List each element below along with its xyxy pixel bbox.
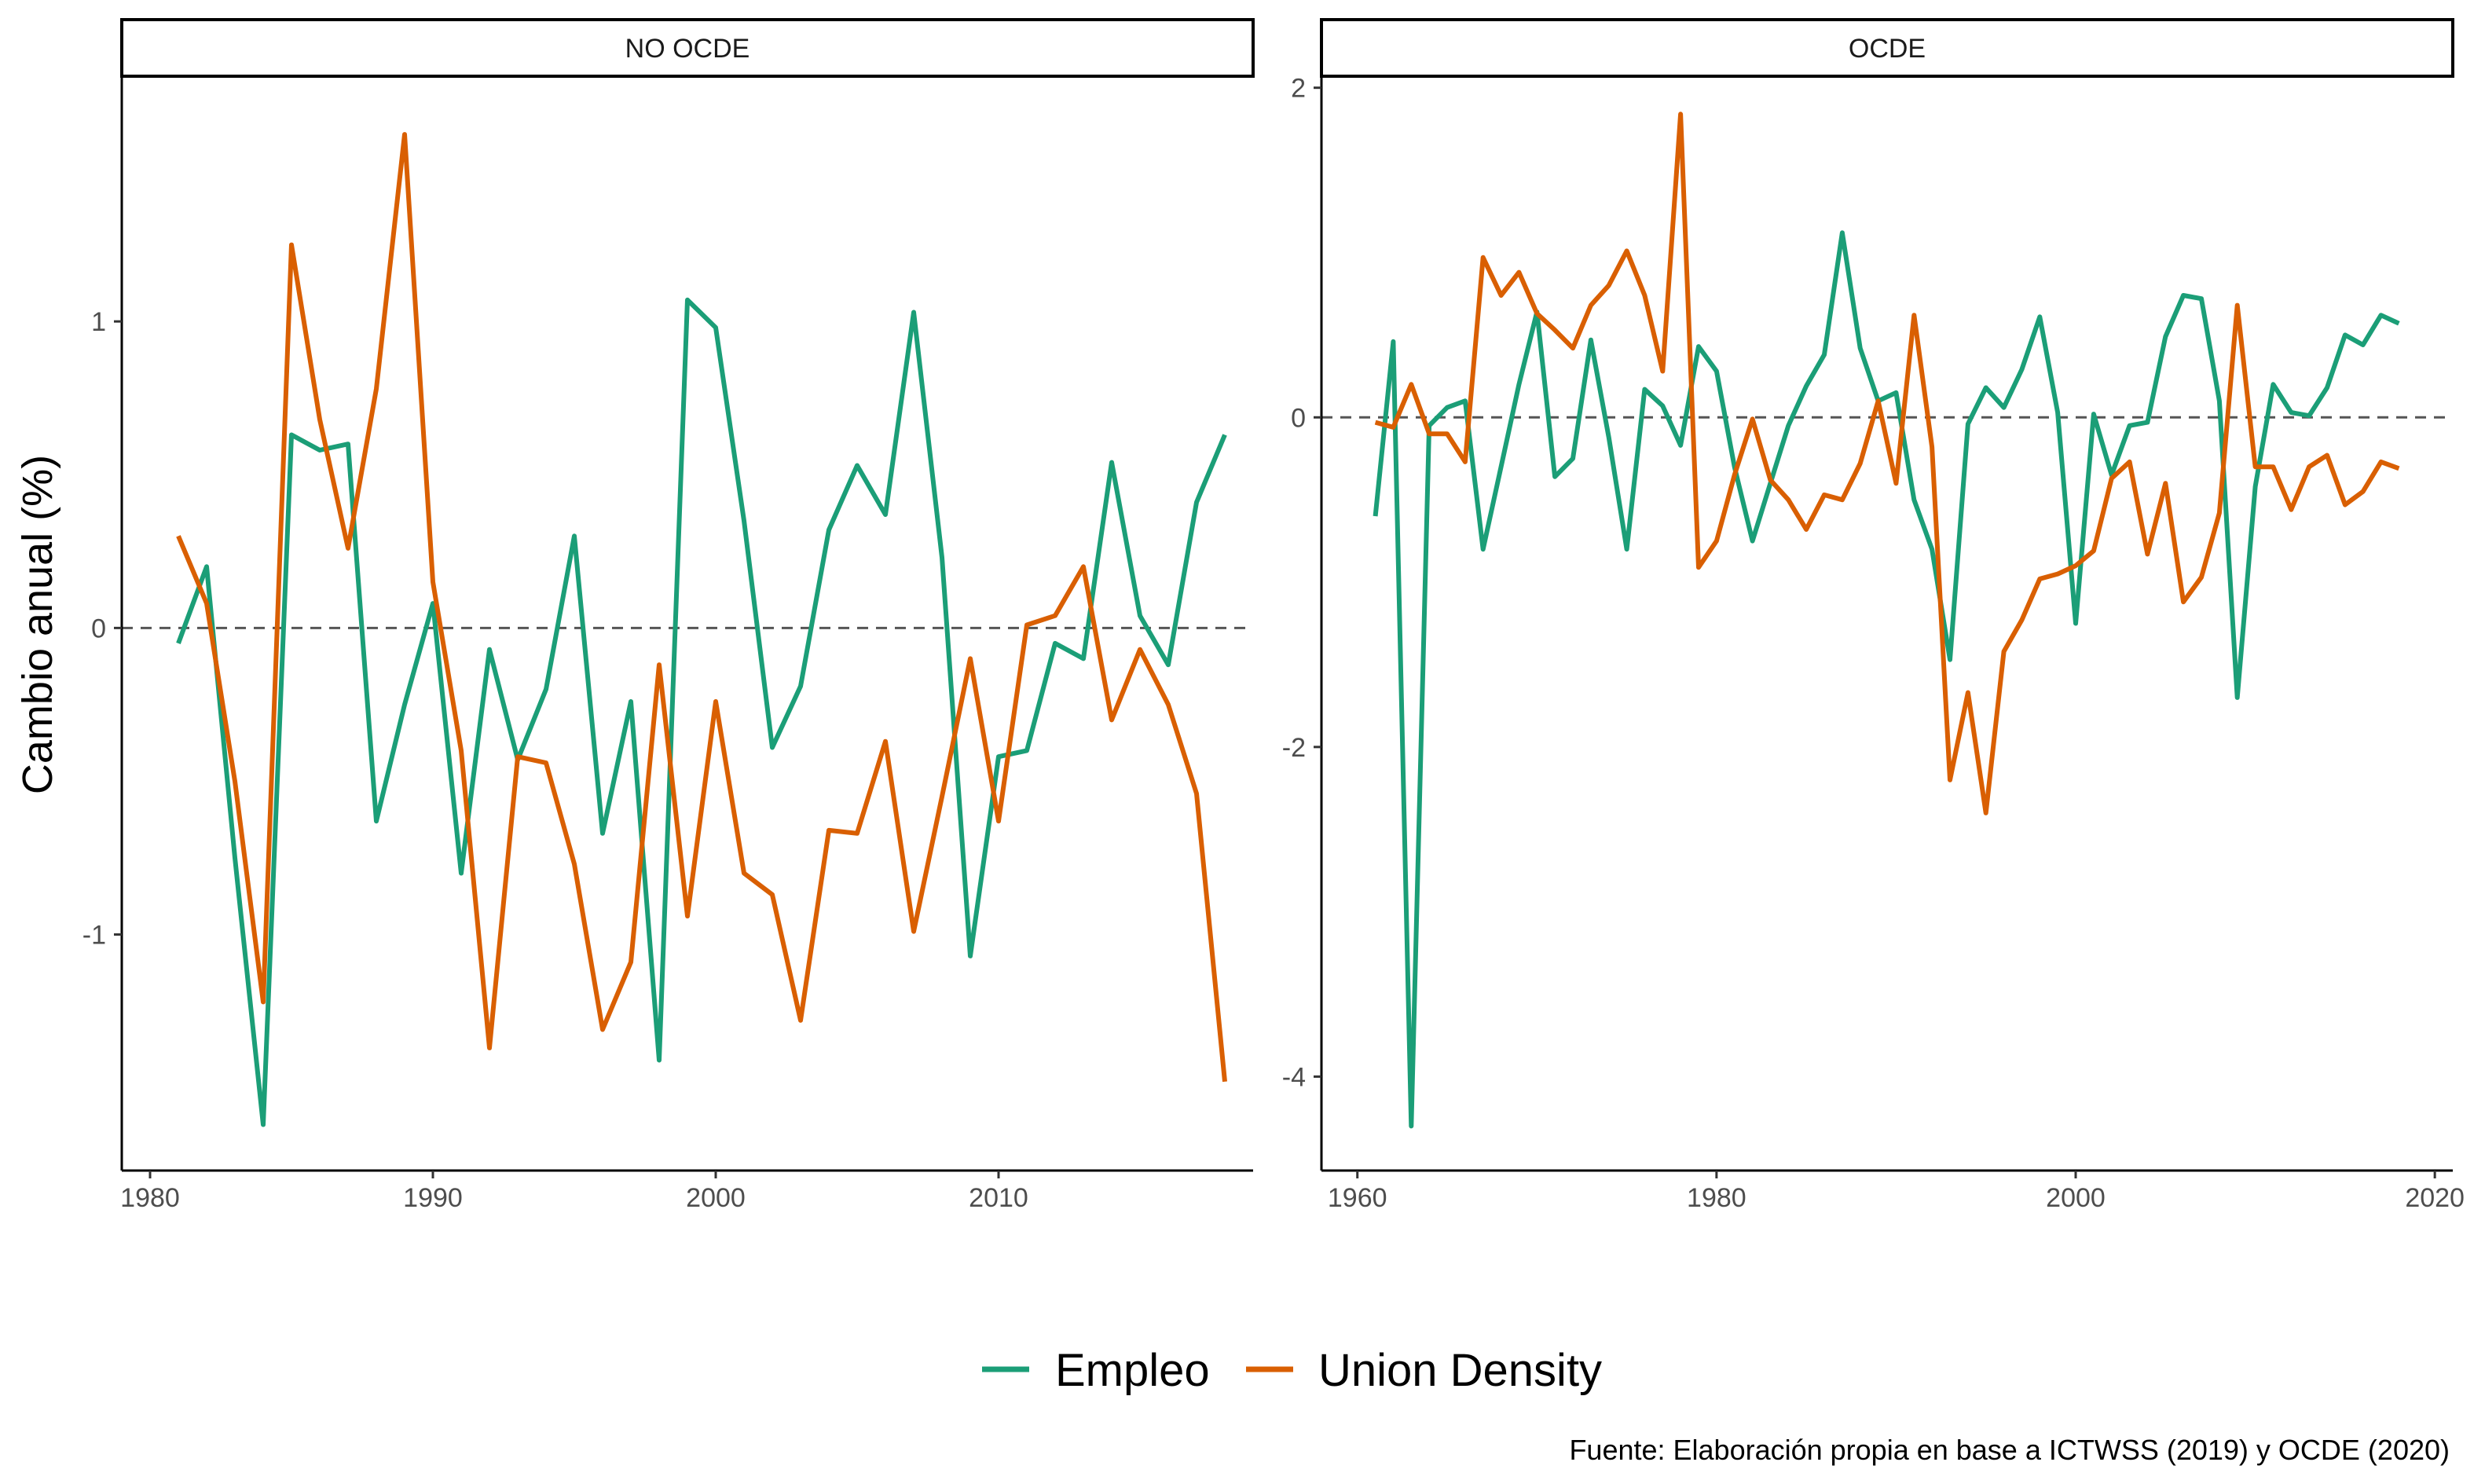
- strip-box-ocde: [1320, 18, 2454, 78]
- strip-title-no-ocde: NO OCDE: [625, 34, 750, 64]
- x-tick-label-no-ocde: 2000: [686, 1183, 746, 1213]
- y-axis-label: Cambio anual (%): [14, 455, 61, 794]
- source-caption: Fuente: Elaboración propia en base a ICT…: [1569, 1434, 2450, 1466]
- series-line-union-density-no-ocde: [176, 132, 1227, 1083]
- strip-box-no-ocde: [120, 18, 1255, 78]
- legend-label-empleo: Empleo: [1055, 1345, 1210, 1396]
- panel-ocde: OCDE -4 -2 0 2 1960 1980 2000 2020: [1282, 18, 2465, 1213]
- panel-no-ocde: NO OCDE -1 0 1 1980 1990 2000 2010: [82, 18, 1255, 1213]
- x-tick-label-ocde: 2020: [2405, 1183, 2465, 1213]
- series-line-empleo-ocde: [1373, 230, 2400, 1129]
- y-tick-label-ocde: 0: [1291, 403, 1306, 433]
- x-tick-label-no-ocde: 2010: [969, 1183, 1028, 1213]
- y-tick-label-ocde: -2: [1282, 733, 1306, 763]
- y-tick-label-ocde: 2: [1291, 74, 1306, 104]
- series-line-union-density-ocde: [1374, 112, 2400, 815]
- x-tick-label-ocde: 2000: [2046, 1183, 2106, 1213]
- x-tick-label-no-ocde: 1990: [403, 1183, 463, 1213]
- panels-group: NO OCDE -1 0 1 1980 1990 2000 2010 OCDE -4 -2 0 2 196…: [82, 18, 2465, 1213]
- x-tick-label-no-ocde: 1980: [120, 1183, 180, 1213]
- x-tick-label-ocde: 1960: [1328, 1183, 1387, 1213]
- x-tick-label-ocde: 1980: [1687, 1183, 1746, 1213]
- strip-title-ocde: OCDE: [1849, 34, 1926, 64]
- y-tick-label-no-ocde: 0: [91, 614, 106, 643]
- y-tick-label-no-ocde: -1: [82, 921, 106, 951]
- legend-label-union-density: Union Density: [1318, 1345, 1602, 1396]
- legend: Empleo Union Density: [982, 1345, 1602, 1396]
- y-tick-label-no-ocde: 1: [91, 307, 106, 337]
- series-line-empleo-no-ocde: [176, 297, 1227, 1127]
- y-tick-label-ocde: -4: [1282, 1062, 1306, 1092]
